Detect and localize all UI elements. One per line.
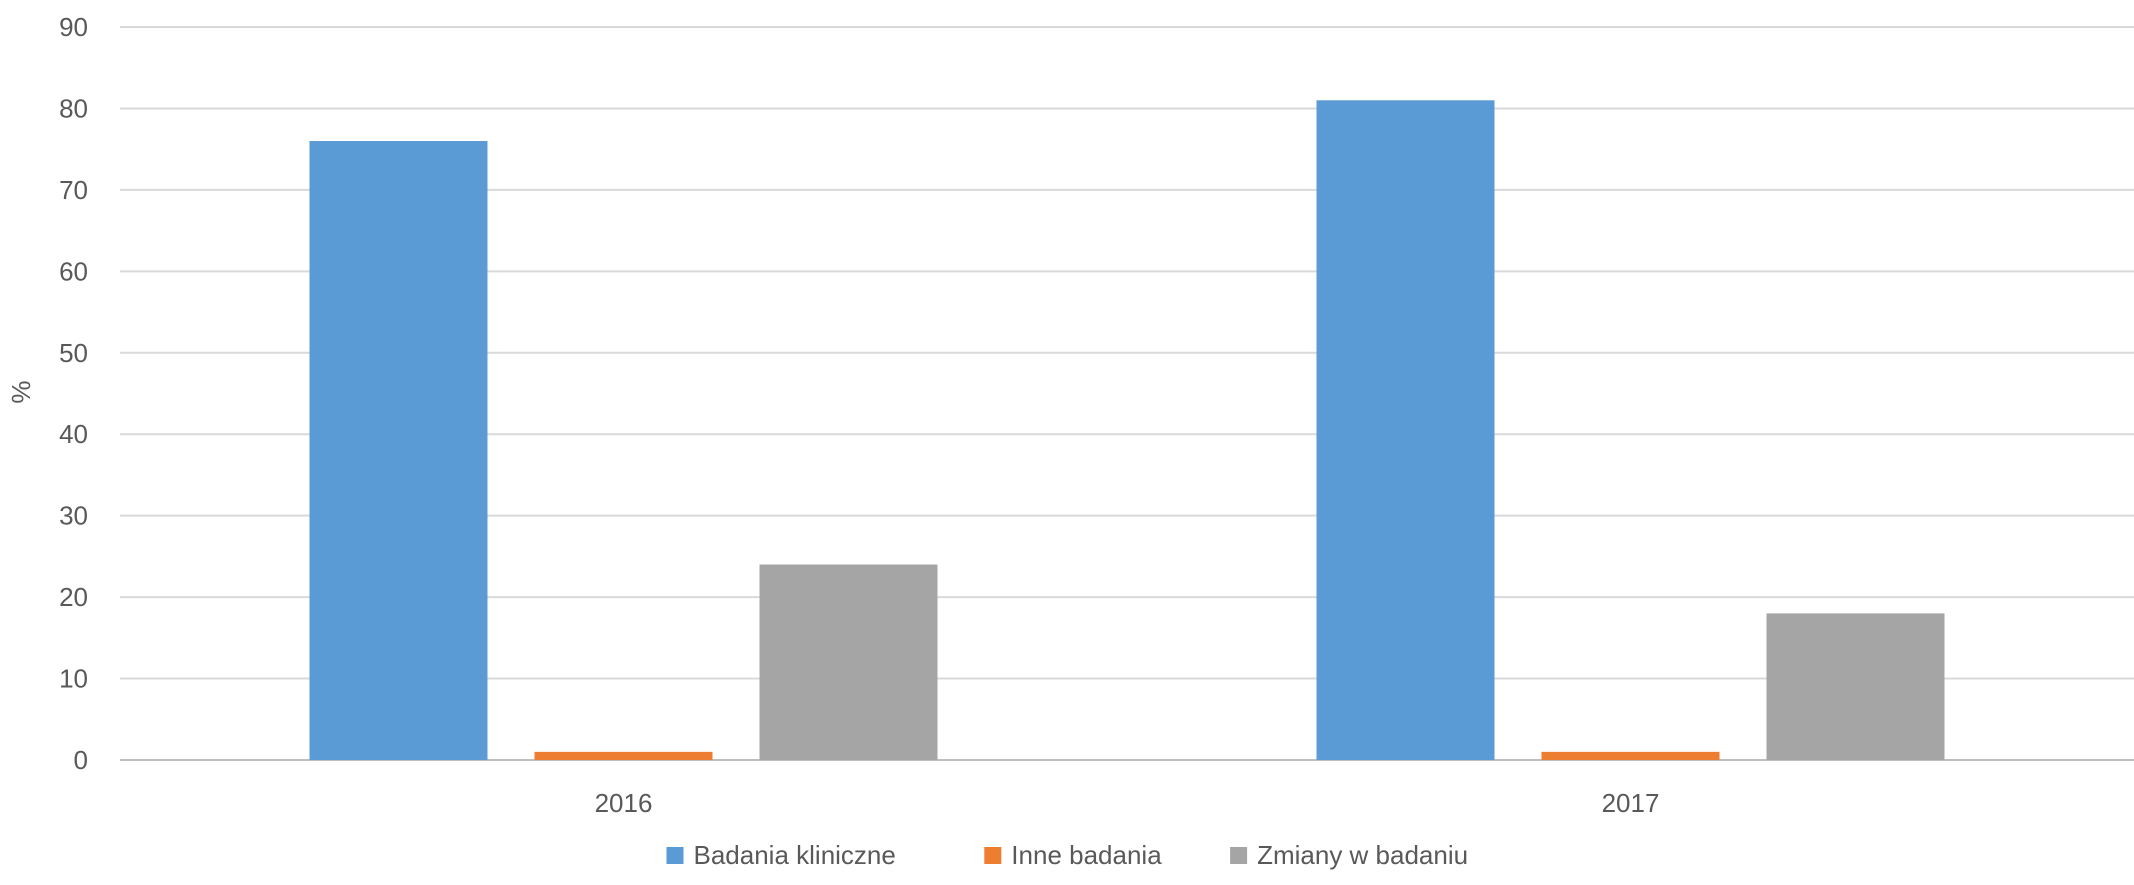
y-axis-tick-labels: 0 10 20 30 40 50 60 70 80 90 <box>59 12 88 775</box>
y-tick-label: 20 <box>59 582 88 612</box>
y-tick-label: 50 <box>59 338 88 368</box>
bar-badania-kliniczne-2017 <box>1316 100 1495 761</box>
bar-zmiany-w-badaniu-2017 <box>1766 613 1945 760</box>
y-tick-label: 40 <box>59 419 88 449</box>
y-tick-label: 30 <box>59 501 88 531</box>
bar-inne-badania-2017 <box>1541 751 1720 760</box>
bar-inne-badania-2016 <box>534 751 713 760</box>
y-tick-label: 60 <box>59 256 88 286</box>
bars <box>309 100 1945 761</box>
y-tick-label: 0 <box>74 745 88 775</box>
y-axis-label: % <box>6 380 36 403</box>
legend-swatch <box>666 847 684 864</box>
x-axis-tick-labels: 2016 2017 <box>595 788 1660 818</box>
legend: Badania kliniczne Inne badania Zmiany w ba… <box>666 840 1468 870</box>
y-tick-label: 80 <box>59 93 88 123</box>
y-tick-label: 10 <box>59 664 88 694</box>
legend-label: Inne badania <box>1011 840 1162 870</box>
bar-zmiany-w-badaniu-2016 <box>759 564 938 760</box>
legend-label: Badania kliniczne <box>694 840 896 870</box>
legend-swatch <box>984 847 1002 864</box>
x-tick-label: 2016 <box>595 788 653 818</box>
y-tick-label: 90 <box>59 12 88 42</box>
y-tick-label: 70 <box>59 175 88 205</box>
legend-swatch <box>1230 847 1248 864</box>
bar-badania-kliniczne-2016 <box>309 141 488 760</box>
x-tick-label: 2017 <box>1602 788 1660 818</box>
legend-label: Zmiany w badaniu <box>1257 840 1468 870</box>
